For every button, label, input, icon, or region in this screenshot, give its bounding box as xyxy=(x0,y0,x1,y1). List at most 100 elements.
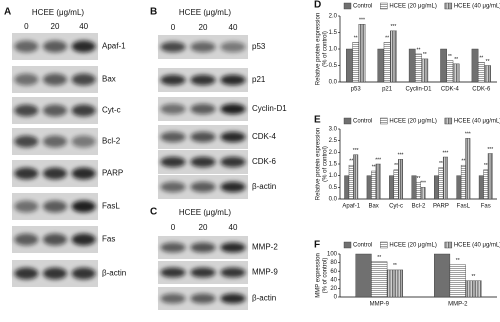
significance-label: ** xyxy=(423,52,427,58)
blot-band xyxy=(190,74,216,86)
y-axis-title: MMP expression xyxy=(316,253,322,298)
blot-band xyxy=(160,74,186,86)
blot-band xyxy=(190,181,216,193)
protein-label: Cyt-c xyxy=(102,106,121,115)
y-tick-label: 0 xyxy=(334,295,338,301)
bar xyxy=(383,42,391,83)
blot-band xyxy=(71,73,96,86)
legend-swatch xyxy=(444,241,453,249)
x-tick-label: p53 xyxy=(351,87,362,93)
blot-band xyxy=(190,41,216,53)
blot-band xyxy=(42,267,68,280)
blot-band xyxy=(42,200,68,213)
bar xyxy=(487,153,493,200)
protein-label: PARP xyxy=(102,169,123,178)
bar xyxy=(377,48,385,83)
legend-swatch xyxy=(343,117,352,125)
blot-band xyxy=(42,73,68,86)
significance-label: ** xyxy=(456,258,460,264)
significance-label: *** xyxy=(420,181,426,187)
bar xyxy=(465,280,482,298)
x-tick-label: Bax xyxy=(368,204,378,210)
blot-band xyxy=(42,104,68,117)
blot-band xyxy=(160,156,186,168)
bar xyxy=(408,48,416,83)
bar xyxy=(348,164,354,200)
protein-label: β-actin xyxy=(252,182,276,191)
bar xyxy=(477,62,485,83)
lane-label: 0 xyxy=(24,22,29,31)
bar xyxy=(415,53,422,83)
significance-label: ** xyxy=(439,161,443,167)
blot-band xyxy=(14,267,39,280)
y-tick-label: 0.0 xyxy=(329,197,338,203)
significance-label: ** xyxy=(454,57,458,63)
significance-label: ** xyxy=(377,255,381,261)
x-tick-label: CDK-6 xyxy=(472,87,491,93)
y-tick-label: 20 xyxy=(330,286,337,292)
significance-label: ** xyxy=(448,54,452,60)
legend-swatch xyxy=(343,2,352,10)
protein-label: p53 xyxy=(252,42,266,51)
legend-label: HCEE (40 μg/mL) xyxy=(454,4,500,10)
panel-label: A xyxy=(4,7,11,18)
protein-label: Apaf-1 xyxy=(102,42,126,51)
bar xyxy=(375,163,381,200)
legend-swatch xyxy=(343,241,352,249)
significance-label: *** xyxy=(390,24,396,30)
blot-band xyxy=(190,242,216,253)
panel-label: E xyxy=(314,115,321,126)
y-tick-label: 1.5 xyxy=(329,162,338,168)
bar xyxy=(353,154,359,200)
blot-band xyxy=(71,167,96,180)
bar xyxy=(389,175,395,200)
blot-band xyxy=(190,103,216,115)
legend-label: HCEE (20 μg/mL) xyxy=(389,119,436,125)
blot-band xyxy=(190,293,216,304)
protein-label: MMP-2 xyxy=(252,243,278,252)
bar xyxy=(440,48,447,83)
bar xyxy=(483,169,489,200)
bar xyxy=(452,63,460,83)
bar xyxy=(355,253,372,298)
y-tick-label: 2.0 xyxy=(329,150,338,156)
x-tick-label: Cyt-c xyxy=(389,204,403,210)
protein-label: CDK-6 xyxy=(252,157,277,166)
significance-label: *** xyxy=(465,132,471,138)
bar xyxy=(344,175,350,200)
significance-label: *** xyxy=(375,157,381,163)
x-tick-label: Apaf-1 xyxy=(342,204,360,210)
significance-label: ** xyxy=(417,47,421,53)
x-tick-label: MMP-2 xyxy=(448,302,468,308)
blot-band xyxy=(14,167,39,180)
x-tick-label: p21 xyxy=(382,87,393,93)
protein-label: p21 xyxy=(252,75,266,84)
blot-band xyxy=(14,233,39,246)
protein-label: Bax xyxy=(102,75,116,84)
blot-band xyxy=(220,74,246,86)
significance-label: *** xyxy=(487,147,493,153)
y-axis-title: (% of control) xyxy=(323,146,329,182)
protein-label: β-actin xyxy=(252,294,276,303)
lane-label: 20 xyxy=(199,223,208,232)
blot-band xyxy=(14,73,39,86)
blot-band xyxy=(71,267,96,280)
x-tick-label: Bcl-2 xyxy=(412,204,426,210)
y-tick-label: 80 xyxy=(330,260,337,266)
y-axis-title: Relative protein expression xyxy=(316,13,322,85)
x-tick-label: Fas xyxy=(481,204,491,210)
y-tick-label: 3.0 xyxy=(329,127,338,133)
bar xyxy=(434,175,439,200)
bar xyxy=(366,175,372,200)
protein-label: β-actin xyxy=(102,269,126,278)
bar xyxy=(465,138,471,200)
blot-band xyxy=(14,135,39,148)
bar xyxy=(434,253,451,298)
significance-label: ** xyxy=(385,36,389,42)
treatment-label: HCEE (μg/mL) xyxy=(179,8,232,17)
legend-label: HCEE (20 μg/mL) xyxy=(389,4,436,10)
lane-label: 0 xyxy=(171,23,176,32)
significance-label: *** xyxy=(442,150,448,156)
y-tick-label: 0.5 xyxy=(329,185,338,191)
significance-label: ** xyxy=(372,164,376,170)
